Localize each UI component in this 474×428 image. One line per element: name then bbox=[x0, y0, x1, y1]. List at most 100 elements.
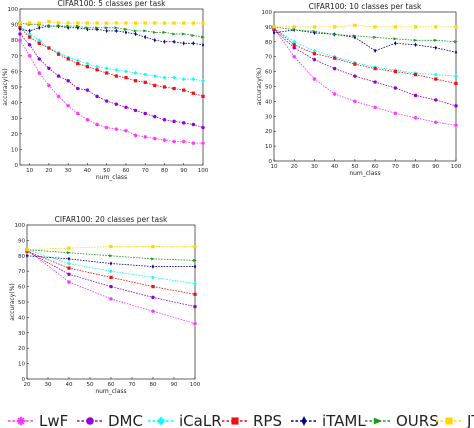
data-point-itaml bbox=[25, 253, 29, 259]
triangle-marker-icon bbox=[373, 417, 383, 425]
data-point-ours bbox=[332, 32, 337, 36]
x-tick-label: 70 bbox=[142, 168, 149, 174]
legend-entry-ours: OURS bbox=[365, 412, 439, 428]
data-point-icalr bbox=[37, 38, 42, 43]
data-point-icalr bbox=[172, 75, 177, 80]
y-axis-label: accuracy(%) bbox=[2, 68, 9, 105]
data-point-ours bbox=[191, 34, 196, 38]
data-point-ours bbox=[95, 26, 99, 30]
data-point-lwf bbox=[95, 122, 99, 127]
data-point-dmc bbox=[454, 104, 458, 108]
x-tick-label: 100 bbox=[190, 382, 201, 388]
data-point-ours bbox=[373, 35, 378, 39]
data-point-jt bbox=[201, 21, 205, 25]
series-line-ours bbox=[26, 249, 196, 261]
y-axis-label: accuracy(%) bbox=[9, 283, 16, 320]
series-ours bbox=[18, 21, 205, 39]
data-point-dmc bbox=[201, 125, 205, 130]
x-tick-label: 10 bbox=[26, 168, 33, 174]
data-point-ours bbox=[75, 24, 80, 28]
data-point-dmc bbox=[56, 74, 61, 78]
data-point-ours bbox=[151, 257, 155, 261]
series-lwf bbox=[272, 26, 458, 128]
legend: LwF DMC iCaLR RPS iTAML OURS JT bbox=[8, 412, 474, 428]
x-tick-label: 80 bbox=[412, 164, 419, 170]
series-itaml bbox=[18, 23, 205, 48]
series-itaml bbox=[25, 253, 197, 269]
data-point-itaml bbox=[434, 45, 437, 51]
data-point-ours bbox=[413, 38, 418, 42]
data-point-rps bbox=[153, 83, 157, 88]
data-point-jt bbox=[193, 244, 197, 249]
chart-title: CIFAR100: 5 classes per task bbox=[58, 0, 167, 8]
series-line-icalr bbox=[273, 28, 457, 77]
data-point-icalr bbox=[114, 67, 119, 72]
data-point-jt bbox=[312, 25, 317, 29]
data-point-icalr bbox=[104, 66, 109, 71]
data-point-jt bbox=[114, 21, 118, 25]
y-tick-label: 60 bbox=[11, 69, 18, 75]
data-point-icalr bbox=[312, 48, 317, 53]
data-point-itaml bbox=[182, 41, 185, 46]
y-tick-label: 50 bbox=[18, 300, 25, 306]
y-tick-label: 100 bbox=[262, 10, 273, 16]
data-point-icalr bbox=[454, 74, 458, 78]
data-point-lwf bbox=[433, 120, 438, 125]
data-point-rps bbox=[162, 85, 167, 89]
data-point-lwf bbox=[312, 77, 317, 81]
data-point-rps bbox=[333, 56, 337, 60]
data-point-dmc bbox=[47, 66, 51, 70]
data-point-itaml bbox=[394, 41, 397, 46]
data-point-dmc bbox=[143, 111, 147, 116]
data-point-itaml bbox=[373, 48, 377, 54]
data-point-rps bbox=[85, 65, 90, 69]
y-tick-label: 30 bbox=[18, 331, 25, 337]
data-point-rps bbox=[182, 88, 186, 92]
data-point-ours bbox=[454, 40, 458, 44]
series-line-jt bbox=[274, 25, 456, 28]
data-point-lwf bbox=[143, 135, 148, 139]
data-point-dmc bbox=[413, 93, 418, 98]
legend-label: JT bbox=[466, 412, 474, 428]
y-tick-label: 30 bbox=[11, 116, 18, 122]
data-point-dmc bbox=[191, 122, 196, 127]
y-tick-label: 0 bbox=[269, 159, 273, 165]
legend-entry-jt: JT bbox=[436, 412, 474, 428]
series-rps bbox=[18, 26, 205, 98]
series-line-lwf bbox=[19, 39, 203, 144]
series-jt bbox=[18, 19, 205, 25]
x-tick-label: 70 bbox=[392, 164, 399, 170]
y-tick-label: 40 bbox=[18, 315, 25, 321]
data-point-rps bbox=[353, 62, 357, 66]
legend-label: iCaLR bbox=[179, 412, 222, 428]
series-icalr bbox=[25, 247, 197, 286]
x-axis-label: num_class bbox=[96, 174, 127, 181]
x-axis-label: num_class bbox=[349, 170, 380, 177]
data-point-rps bbox=[47, 46, 51, 50]
data-point-rps bbox=[172, 86, 176, 91]
chart-title: CIFAR100: 10 classes per task bbox=[309, 2, 422, 11]
data-point-icalr bbox=[143, 72, 148, 77]
data-point-jt bbox=[413, 25, 418, 29]
data-point-jt bbox=[373, 25, 377, 29]
data-point-icalr bbox=[191, 77, 196, 82]
data-point-icalr bbox=[95, 64, 99, 69]
chart-title: CIFAR100: 20 classes per task bbox=[55, 215, 168, 224]
data-point-itaml bbox=[115, 28, 118, 34]
data-point-lwf bbox=[18, 38, 22, 43]
data-point-itaml bbox=[454, 49, 458, 55]
data-point-icalr bbox=[124, 69, 128, 74]
y-tick-label: 80 bbox=[18, 254, 25, 260]
y-tick-label: 100 bbox=[15, 223, 26, 229]
chart-5-classes: CIFAR100: 5 classes per task 0 10 20 30 40 50 6… bbox=[2, 0, 209, 181]
x-tick-label: 20 bbox=[45, 168, 52, 174]
y-tick-label: 70 bbox=[11, 54, 18, 60]
data-point-icalr bbox=[133, 71, 138, 75]
data-point-ours bbox=[312, 29, 317, 33]
data-point-jt bbox=[191, 21, 195, 25]
data-point-rps bbox=[191, 91, 195, 95]
data-point-rps bbox=[201, 94, 205, 98]
data-point-rps bbox=[373, 67, 377, 71]
legend-entry-dmc: DMC bbox=[77, 412, 143, 428]
data-point-jt bbox=[105, 21, 109, 25]
